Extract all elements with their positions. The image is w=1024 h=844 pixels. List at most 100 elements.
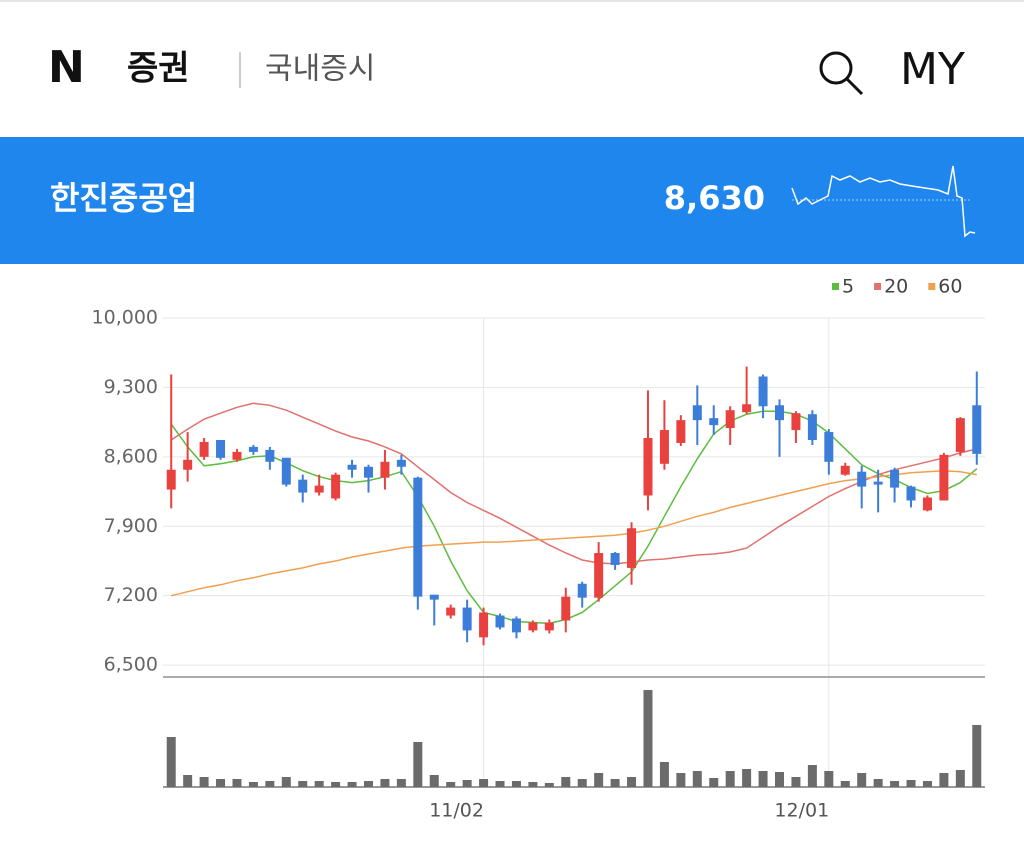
candle-body [183,459,193,470]
candle-body [413,477,423,597]
volume-bar [775,772,784,787]
candle-body [166,469,176,490]
volume-bar [495,781,505,787]
y-tick-label: 7,900 [104,515,158,537]
candle-body [298,479,308,493]
candle-body [528,622,538,631]
volume-bar [561,777,571,787]
logo[interactable]: N [48,42,85,93]
candle-body [610,553,620,565]
candle-body [446,607,456,616]
volume-bar [610,779,620,787]
candle-body [840,465,850,475]
candle-body [676,420,686,443]
section-title[interactable]: 증권 [127,49,190,89]
volume-bar [807,765,817,787]
volume-bar [446,782,456,787]
my-button[interactable]: MY [900,44,965,95]
volume-bar [429,775,439,787]
volume-bar [396,779,406,787]
stock-name[interactable]: 한진중공업 [50,179,197,217]
volume-bar [643,690,653,787]
volume-bar [479,779,489,787]
candle-body [544,622,554,631]
volume-bar [199,777,209,787]
volume-bar [890,781,900,787]
candle-body [906,486,916,501]
candle-body [561,596,571,621]
volume-bar [462,780,472,787]
search-icon[interactable] [819,51,864,96]
legend-label: 5 [842,276,854,298]
volume-bar [314,781,324,787]
candle-body [495,615,505,628]
candle-body [479,612,489,638]
volume-bar [939,773,949,787]
candle-body [380,461,390,478]
candle-body [659,430,669,464]
volume-bar [544,783,554,787]
volume-bar [298,781,308,787]
candle-body [939,454,949,501]
volume-bar [840,781,850,787]
volume-bar [676,773,686,787]
volume-bar [972,725,982,787]
y-tick-label: 6,500 [104,654,158,676]
candle-body [429,594,439,600]
volume-bar [232,779,242,787]
volume-bar [742,769,752,787]
search-handle [845,77,864,96]
legend-label: 20 [884,276,908,298]
volume-bar [791,777,801,787]
volume-bar [380,779,390,787]
candle-body [775,405,784,421]
candle-body [857,471,867,487]
candle-body [216,439,226,458]
candle-body [873,481,883,485]
candle-body [314,485,324,493]
candle-body [692,405,702,421]
x-tick-label: 12/01 [774,800,829,822]
volume-bar [709,778,719,787]
volume-bar [413,742,423,787]
candle-body [725,410,735,429]
sparkline-line [791,165,976,238]
volume-bar [725,771,735,787]
subsection[interactable]: 국내증시 [265,52,375,87]
ma-line [170,402,977,565]
search-circle [819,51,853,85]
legend-swatch [874,283,882,290]
candle-body [807,414,817,440]
volume-bar [922,781,932,787]
volume-bar [577,779,587,787]
volume-bar [216,779,226,787]
volume-bar [758,771,768,787]
volume-bar [347,782,357,787]
volume-bar [906,780,916,787]
legend-label: 60 [938,276,962,298]
legend-swatch [928,283,936,290]
ma-line [171,469,977,597]
y-tick-label: 9,300 [104,376,158,398]
candle-body [396,459,406,467]
candle-body [972,405,982,454]
volume-bar [511,781,521,787]
y-tick-label: 7,200 [104,584,158,606]
y-tick-label: 10,000 [92,307,158,329]
sparkline [791,165,976,238]
volume-bar [627,777,637,787]
candle-body [265,449,275,462]
candle-body [594,553,604,598]
candle-body [511,618,521,633]
candle-body [627,528,637,568]
x-tick-label: 11/02 [429,800,484,822]
volume-bar [873,779,883,787]
volume-bar [331,782,341,787]
candle-body [742,404,752,413]
volume-bar [955,770,965,787]
volume-bar [248,782,258,787]
candle-body [347,464,357,470]
candle-body [248,446,258,452]
y-tick-label: 8,600 [104,445,158,467]
